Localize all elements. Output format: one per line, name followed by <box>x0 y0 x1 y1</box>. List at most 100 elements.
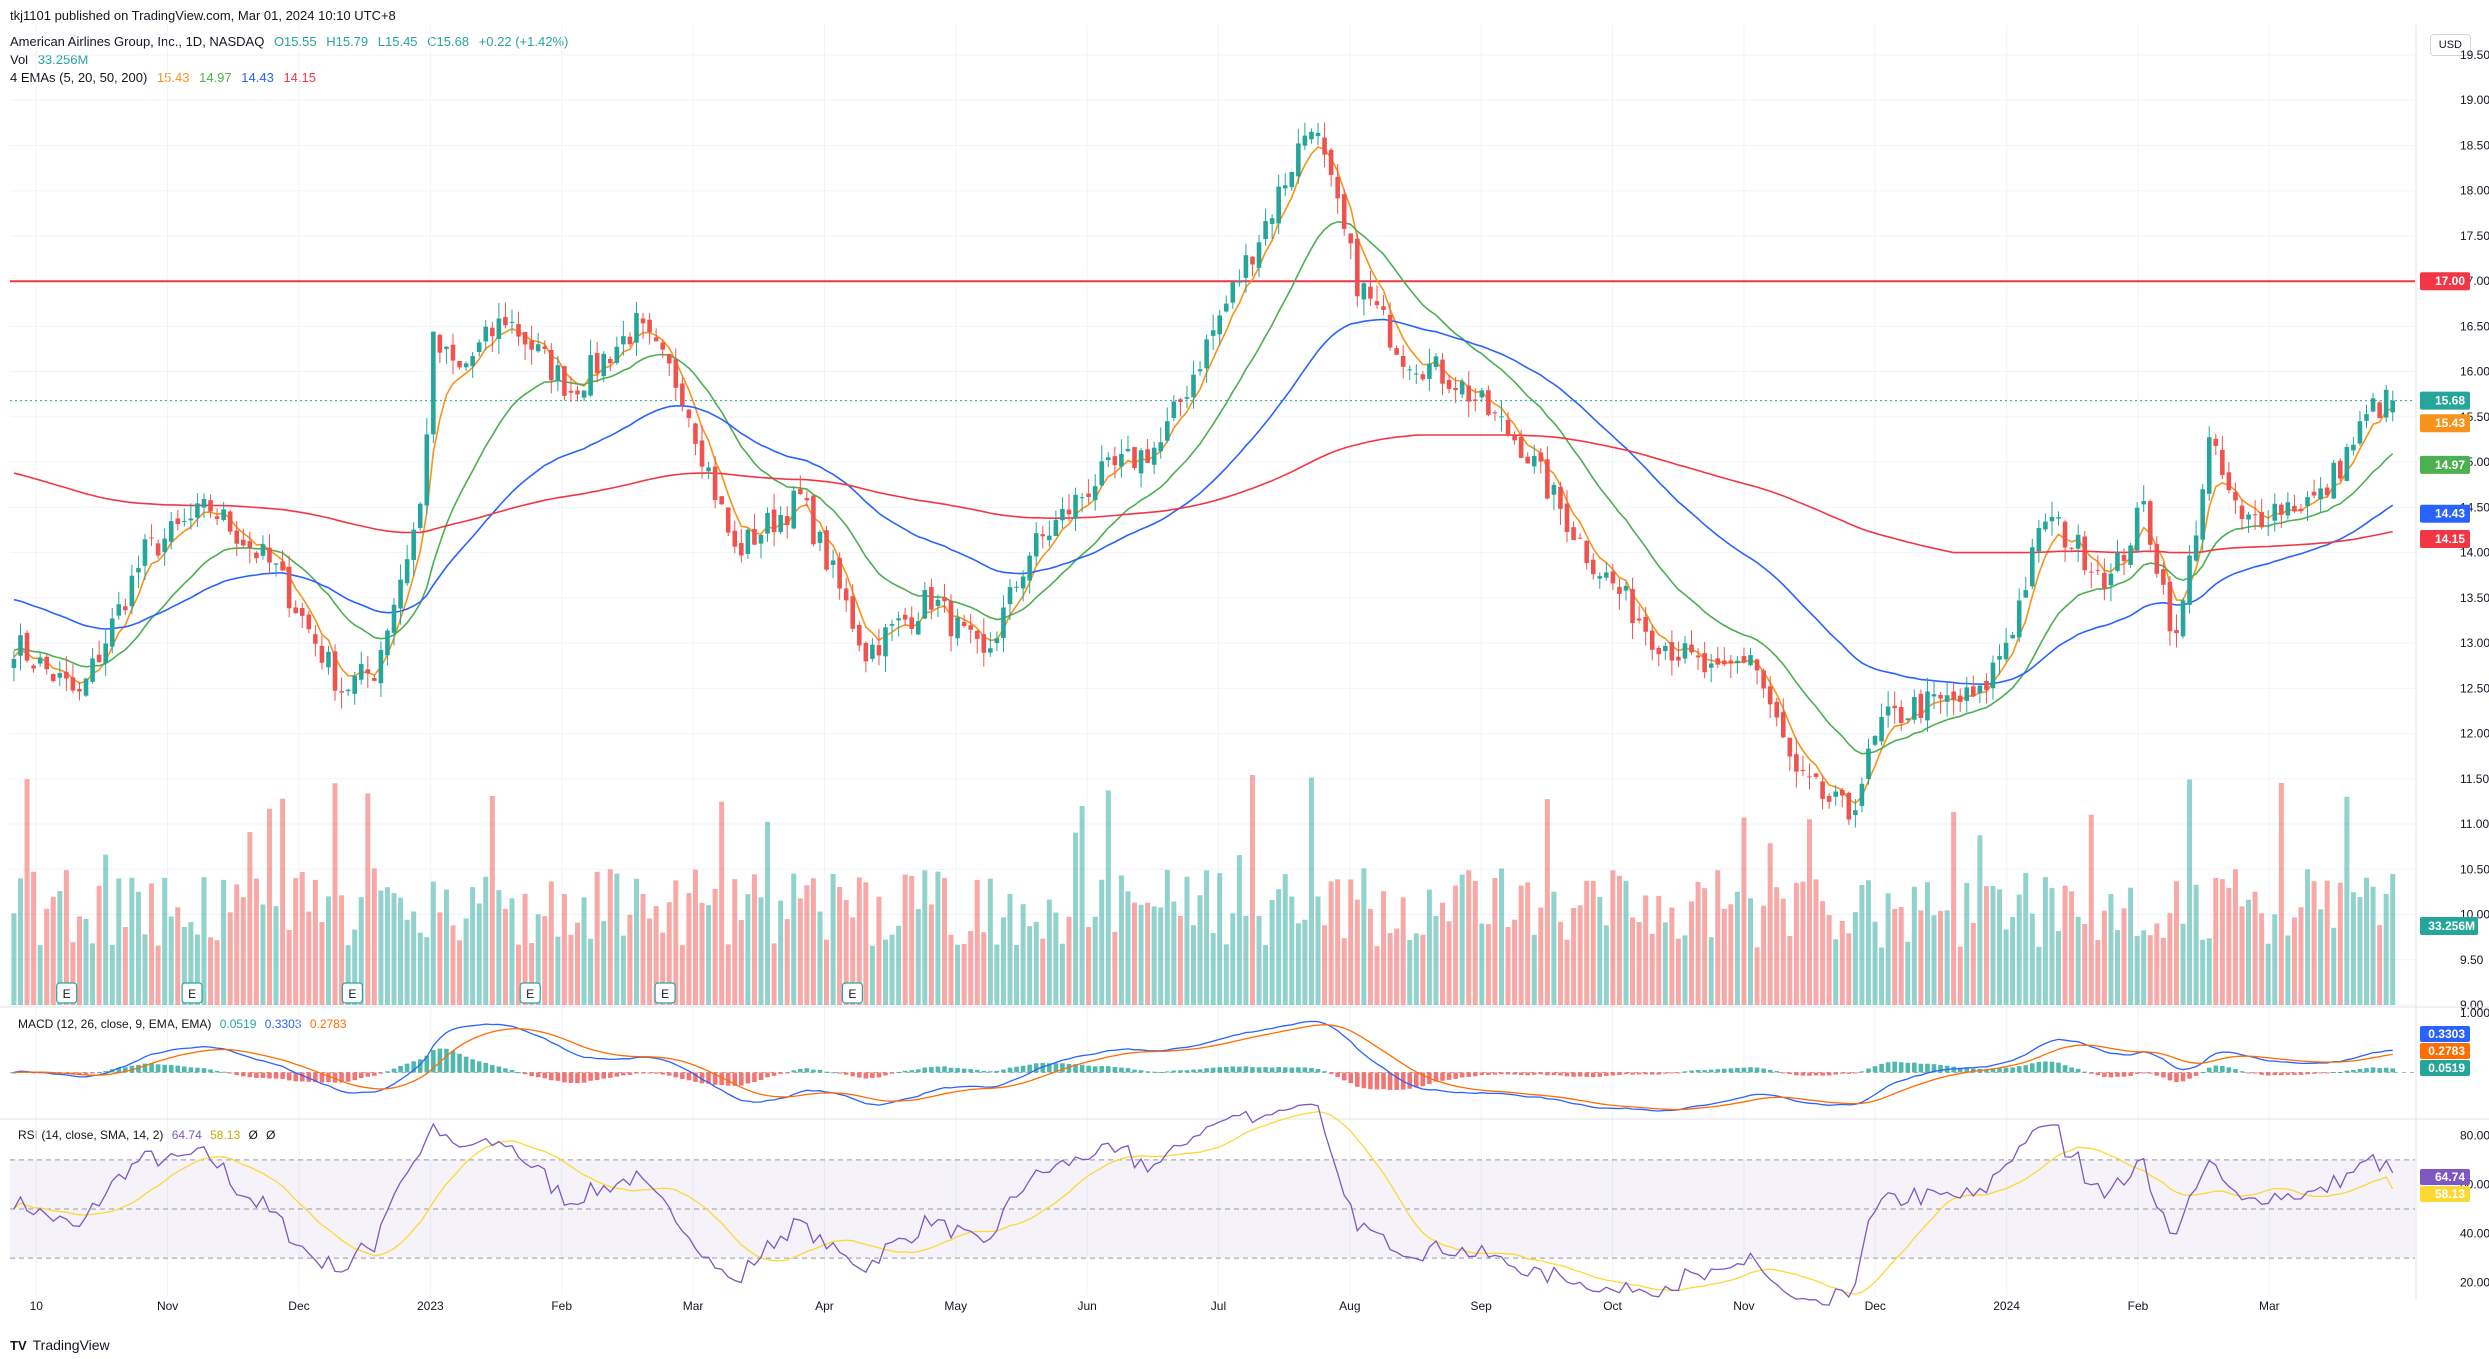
volume-bar <box>1007 894 1013 1005</box>
candle-body <box>974 630 980 639</box>
rsi-extra-2: Ø <box>266 1128 276 1142</box>
volume-bar <box>181 927 187 1005</box>
volume-bar <box>1118 875 1124 1005</box>
volume-bar <box>1728 904 1734 1005</box>
volume-bar <box>987 878 993 1005</box>
candle-body <box>699 440 705 467</box>
macd-histogram-bar <box>843 1072 849 1075</box>
candle-body <box>2259 512 2264 528</box>
candle-body <box>1820 781 1825 799</box>
candle-body <box>837 557 842 589</box>
volume-bar <box>1839 920 1845 1005</box>
macd-histogram-bar <box>1223 1066 1229 1073</box>
volume-bar <box>1715 870 1721 1005</box>
candle-body <box>902 614 908 620</box>
macd-histogram-bar <box>1984 1069 1989 1073</box>
candle-body <box>817 531 823 543</box>
candle-body <box>417 503 423 528</box>
macd-histogram-bar <box>247 1072 253 1078</box>
macd-histogram-bar <box>437 1048 443 1073</box>
volume-bar <box>1171 901 1177 1005</box>
macd-histogram-bar <box>1767 1069 1773 1073</box>
volume-bar <box>1367 908 1373 1005</box>
macd-histogram-bar <box>2364 1068 2369 1073</box>
footer-brand[interactable]: TradingView <box>32 1337 110 1353</box>
volume-bar <box>267 808 272 1005</box>
macd-label[interactable]: MACD (12, 26, close, 9, EMA, EMA) <box>18 1017 212 1031</box>
macd-histogram-bar <box>2324 1072 2330 1074</box>
close-value: C15.68 <box>427 34 470 49</box>
volume-bar <box>745 894 751 1005</box>
volume-bar <box>1420 934 1426 1005</box>
macd-histogram-bar <box>2246 1072 2251 1074</box>
currency-button[interactable]: USD <box>2429 34 2471 56</box>
macd-histogram-bar <box>1184 1070 1190 1073</box>
tradingview-logo-icon: TV <box>10 1337 27 1353</box>
macd-histogram-bar <box>2390 1068 2396 1073</box>
candle-body <box>1394 348 1399 355</box>
candle-body <box>824 530 829 570</box>
candle-body <box>457 360 462 368</box>
macd-histogram-bar <box>1355 1072 1360 1087</box>
volume-bar <box>1440 902 1446 1005</box>
macd-histogram-bar <box>1898 1062 1904 1073</box>
candle-body <box>876 645 882 656</box>
volume-bar <box>2095 940 2101 1005</box>
candle-body <box>11 658 17 668</box>
volume-bar <box>2088 814 2094 1005</box>
volume-bar <box>529 943 535 1005</box>
candle-body <box>1099 461 1105 486</box>
candle-body <box>2279 504 2284 515</box>
volume-bar <box>293 878 299 1005</box>
volume-bar <box>365 793 371 1005</box>
macd-histogram-bar <box>254 1072 259 1079</box>
volume-bar <box>273 906 279 1005</box>
candle-body <box>1531 456 1537 467</box>
macd-histogram-bar <box>1964 1067 1970 1073</box>
y-tick-label: 12.00 <box>2460 727 2489 741</box>
volume-bar <box>2383 893 2389 1005</box>
volume-bar <box>1426 889 1432 1005</box>
macd-histogram-bar <box>470 1059 475 1073</box>
candle-body <box>1964 687 1970 701</box>
volume-bar <box>1282 874 1288 1005</box>
candle-body <box>1853 810 1858 816</box>
macd-histogram-bar <box>909 1070 915 1073</box>
volume-bar <box>253 878 259 1005</box>
macd-histogram-bar <box>372 1072 377 1076</box>
ema-line-20 <box>13 220 2394 755</box>
macd-histogram-bar <box>234 1072 240 1076</box>
ema-label[interactable]: 4 EMAs (5, 20, 50, 200) <box>10 70 148 85</box>
candle-body <box>1584 540 1589 564</box>
candle-body <box>1223 303 1229 312</box>
volume-bar <box>2016 894 2022 1005</box>
volume-label[interactable]: Vol <box>10 52 29 67</box>
macd-histogram-bar <box>1119 1067 1124 1073</box>
symbol-name[interactable]: American Airlines Group, Inc., 1D, NASDA… <box>10 34 265 49</box>
volume-bar <box>496 890 502 1005</box>
volume-bar <box>2062 885 2068 1005</box>
volume-bar <box>516 944 522 1005</box>
candle-body <box>2272 503 2278 521</box>
volume-bar <box>2029 913 2035 1005</box>
volume-bar <box>620 935 626 1005</box>
candle-body <box>1033 533 1039 557</box>
candle-body <box>1243 255 1249 278</box>
candle-body <box>70 677 76 691</box>
volume-bar <box>240 897 246 1005</box>
rsi-label[interactable]: RSI (14, close, SMA, 14, 2) <box>18 1128 164 1142</box>
macd-histogram-bar <box>588 1072 593 1081</box>
macd-histogram-bar <box>555 1072 561 1081</box>
volume-bar <box>660 932 666 1005</box>
volume-bar <box>1708 937 1714 1005</box>
candle-body <box>1669 642 1675 661</box>
candle-body <box>299 608 305 616</box>
macd-histogram-bar <box>1256 1067 1262 1073</box>
candle-body <box>1047 535 1052 541</box>
volume-bar <box>502 908 508 1005</box>
macd-histogram-bar <box>1892 1061 1897 1073</box>
volume-bar <box>1957 946 1963 1005</box>
macd-histogram-bar <box>994 1070 1000 1073</box>
volume-bar <box>430 881 436 1005</box>
